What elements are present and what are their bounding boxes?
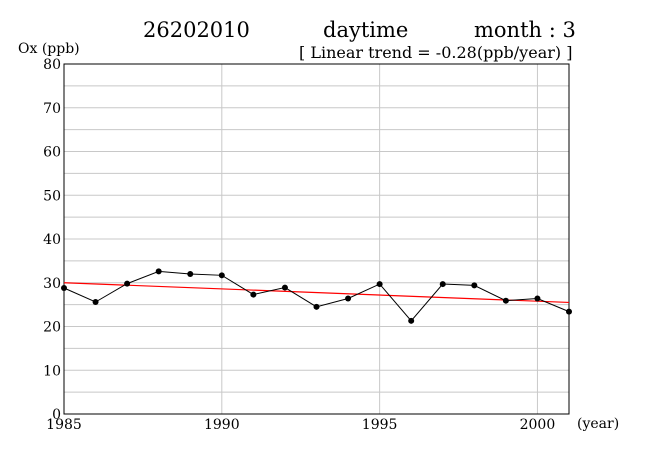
data-point (471, 282, 478, 289)
series-layer (61, 268, 572, 324)
axis-labels: 0 10 20 30 40 50 60 70 80 1985 1990 1995 2000 Ox (ppb… (18, 41, 619, 433)
y-axis-label: Ox (ppb) (18, 41, 80, 57)
data-point (439, 281, 446, 288)
data-point (534, 295, 541, 302)
x-tick-label: 2000 (520, 417, 556, 433)
data-point (313, 303, 320, 310)
data-point (408, 317, 415, 324)
y-tick-label: 0 (52, 407, 61, 423)
data-point (218, 272, 225, 279)
data-point (345, 295, 352, 302)
y-tick-label: 10 (43, 363, 61, 379)
data-point (187, 271, 194, 277)
month-label: month : 3 (474, 18, 576, 42)
data-point (281, 284, 288, 291)
series-line (63, 270, 570, 322)
y-tick-label: 60 (43, 145, 61, 161)
data-point (250, 291, 257, 298)
x-axis-label: (year) (577, 416, 619, 432)
y-tick-label: 70 (43, 101, 61, 117)
y-tick-label: 80 (43, 57, 61, 73)
trend-annotation: [ Linear trend = -0.28(ppb/year) ] (299, 43, 573, 62)
y-tick-label: 30 (43, 276, 61, 292)
trend-line (63, 282, 570, 304)
data-point (61, 285, 67, 291)
x-tick-label: 1985 (46, 417, 82, 433)
station-id: 26202010 (143, 18, 250, 42)
y-tick-label: 40 (43, 232, 61, 248)
data-point (566, 308, 572, 315)
y-tick-label: 20 (43, 320, 61, 336)
data-point (92, 299, 99, 305)
x-tick-label: 1990 (204, 417, 240, 433)
data-point (376, 281, 383, 288)
x-tick-label: 1995 (362, 417, 398, 433)
data-point (124, 280, 131, 287)
trend-layer (63, 282, 570, 304)
period-label: daytime (323, 18, 409, 42)
data-point (502, 297, 509, 304)
grid (63, 63, 569, 415)
data-point (155, 268, 162, 275)
plot-frame (63, 63, 570, 415)
y-tick-label: 50 (43, 188, 61, 204)
